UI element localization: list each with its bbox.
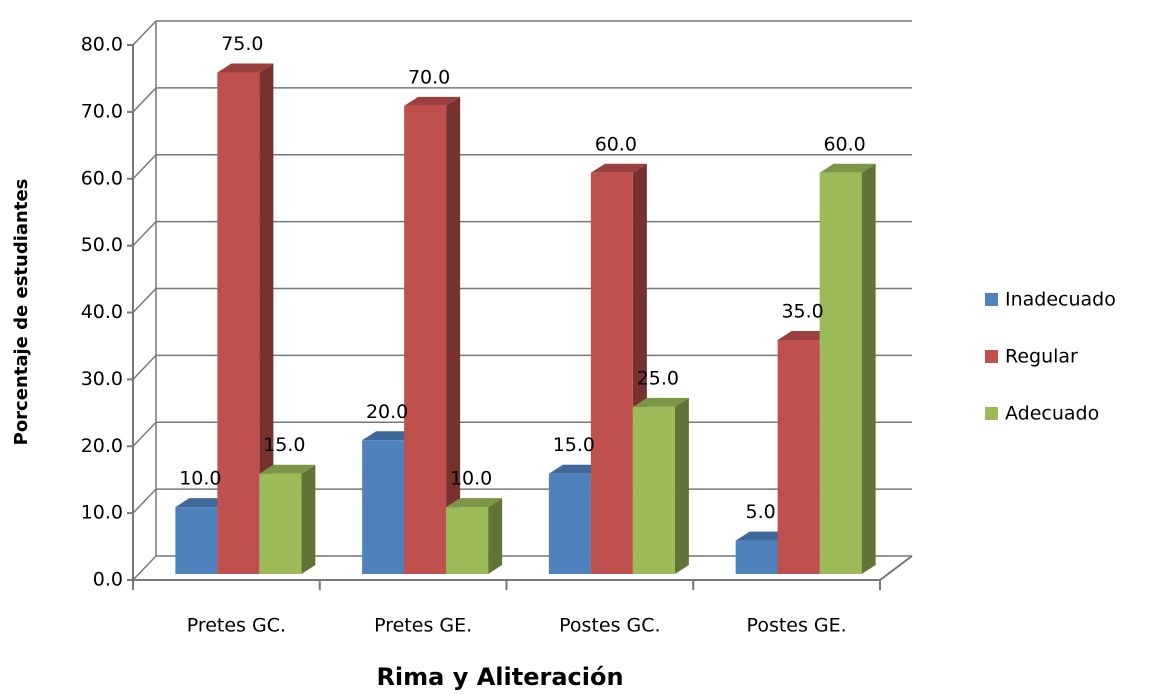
bar — [590, 172, 633, 574]
y-tick-label: 50.0 — [81, 234, 123, 256]
bar-top — [404, 96, 461, 106]
x-tick-label: Postes GE. — [747, 615, 847, 637]
data-label: 35.0 — [781, 300, 823, 322]
data-label: 5.0 — [746, 501, 776, 523]
data-label: 10.0 — [179, 468, 221, 490]
bar-side — [674, 397, 689, 574]
x-axis-title: Rima y Aliteración — [376, 663, 623, 691]
bar — [446, 507, 489, 574]
y-tick-label: 0.0 — [93, 569, 123, 591]
bar — [819, 172, 862, 574]
legend-swatch — [985, 350, 998, 363]
bar-side — [488, 498, 503, 574]
bar-top — [446, 498, 503, 508]
bar — [777, 339, 820, 574]
y-tick-label: 40.0 — [81, 301, 123, 323]
bar — [632, 406, 675, 574]
bar-side — [301, 464, 316, 574]
bar-top — [217, 63, 274, 73]
y-tick-label: 70.0 — [81, 100, 123, 122]
data-label: 15.0 — [263, 434, 305, 456]
y-axis-title: Porcentaje de estudiantes — [11, 179, 32, 446]
data-label: 60.0 — [823, 133, 865, 155]
legend-label: Regular — [1005, 346, 1078, 368]
bar-top — [259, 464, 316, 474]
bar-side — [861, 163, 876, 574]
grid-line — [132, 20, 157, 46]
data-label: 60.0 — [595, 133, 637, 155]
x-tick-label: Postes GC. — [559, 615, 660, 637]
bar — [735, 540, 778, 574]
x-tick-label: Pretes GC. — [187, 615, 286, 637]
legend-swatch — [985, 293, 998, 306]
grid-line — [132, 287, 157, 314]
y-tick-label: 30.0 — [81, 368, 123, 390]
data-label: 15.0 — [553, 434, 595, 456]
y-tick-label: 80.0 — [81, 34, 123, 56]
data-label: 70.0 — [408, 66, 450, 88]
legend-swatch — [985, 407, 998, 420]
data-label: 10.0 — [450, 468, 492, 490]
data-label: 75.0 — [221, 33, 263, 55]
data-label: 20.0 — [366, 401, 408, 423]
bar — [217, 72, 260, 574]
y-tick-label: 60.0 — [81, 167, 123, 189]
bar-side — [446, 96, 461, 574]
grid-line — [132, 221, 157, 247]
bar — [548, 473, 591, 574]
legend-label: Inadecuado — [1005, 289, 1116, 311]
data-label: 25.0 — [637, 367, 679, 389]
x-tick-label: Pretes GE. — [374, 615, 472, 637]
grid-line — [132, 354, 157, 380]
grid-line — [132, 555, 157, 581]
grid-line — [132, 421, 157, 447]
bar-top — [590, 163, 647, 173]
y-tick-label: 10.0 — [81, 502, 123, 524]
bar-top — [819, 163, 876, 173]
bar-side — [259, 63, 274, 574]
legend-label: Adecuado — [1005, 403, 1099, 425]
bar-top — [632, 397, 689, 407]
floor-edge — [879, 555, 913, 581]
bar — [175, 507, 218, 574]
grid-line — [132, 87, 157, 113]
bar — [259, 473, 302, 574]
grid-line — [132, 488, 157, 514]
y-tick-label: 20.0 — [81, 435, 123, 457]
grid-line — [132, 154, 157, 180]
bar — [404, 105, 447, 574]
bar — [362, 440, 405, 574]
